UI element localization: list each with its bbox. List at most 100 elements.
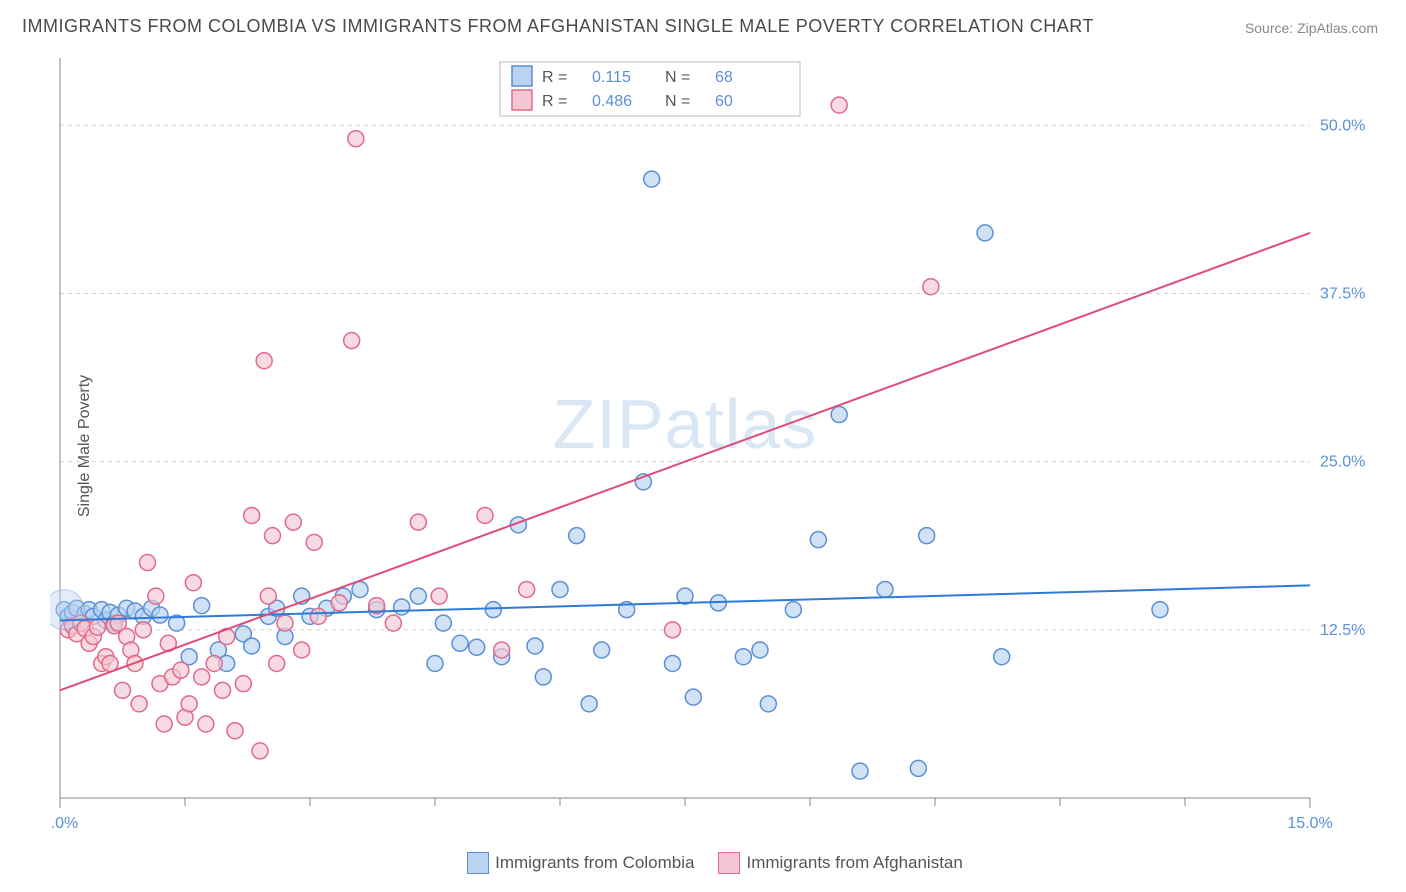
data-point (923, 279, 939, 295)
legend-r-value: 0.115 (592, 69, 631, 86)
data-point (469, 639, 485, 655)
x-tick-label: 0.0% (50, 815, 78, 832)
legend-series-label: Immigrants from Colombia (495, 853, 694, 872)
bottom-legend: Immigrants from Colombia Immigrants from … (0, 852, 1406, 874)
data-point (919, 528, 935, 544)
data-point (227, 723, 243, 739)
data-point (348, 131, 364, 147)
data-point (50, 590, 84, 630)
data-point (306, 534, 322, 550)
data-point (135, 622, 151, 638)
data-point (665, 622, 681, 638)
data-point (519, 581, 535, 597)
data-point (294, 642, 310, 658)
data-point (244, 638, 260, 654)
legend-n-value: 68 (715, 69, 733, 86)
data-point (269, 655, 285, 671)
y-tick-label: 25.0% (1320, 454, 1365, 471)
data-point (394, 599, 410, 615)
data-point (427, 655, 443, 671)
data-point (452, 635, 468, 651)
data-point (194, 669, 210, 685)
data-point (594, 642, 610, 658)
legend-r-label: R = (542, 93, 567, 110)
data-point (977, 225, 993, 241)
data-point (435, 615, 451, 631)
data-point (910, 760, 926, 776)
source-name: ZipAtlas.com (1297, 20, 1378, 36)
data-point (552, 581, 568, 597)
data-point (331, 595, 347, 611)
legend-swatch (512, 90, 532, 110)
data-point (206, 655, 222, 671)
data-point (410, 588, 426, 604)
data-point (194, 598, 210, 614)
legend-series-label: Immigrants from Afghanistan (746, 853, 962, 872)
data-point (265, 528, 281, 544)
data-point (994, 649, 1010, 665)
data-point (494, 642, 510, 658)
data-point (215, 682, 231, 698)
data-point (735, 649, 751, 665)
data-point (156, 716, 172, 732)
legend-swatch (467, 852, 489, 874)
data-point (785, 602, 801, 618)
data-point (277, 615, 293, 631)
data-point (477, 507, 493, 523)
data-point (431, 588, 447, 604)
watermark: ZIPatlas (553, 385, 818, 463)
y-tick-label: 50.0% (1320, 117, 1365, 134)
data-point (185, 575, 201, 591)
data-point (256, 353, 272, 369)
source-prefix: Source: (1245, 20, 1297, 36)
data-point (115, 682, 131, 698)
data-point (344, 333, 360, 349)
data-point (90, 619, 106, 635)
y-tick-label: 12.5% (1320, 622, 1365, 639)
data-point (581, 696, 597, 712)
data-point (685, 689, 701, 705)
data-point (385, 615, 401, 631)
data-point (760, 696, 776, 712)
data-point (244, 507, 260, 523)
source-attribution: Source: ZipAtlas.com (1245, 20, 1378, 36)
data-point (173, 662, 189, 678)
legend-swatch (718, 852, 740, 874)
legend-r-value: 0.486 (592, 93, 632, 110)
data-point (831, 407, 847, 423)
legend-r-label: R = (542, 69, 567, 86)
data-point (569, 528, 585, 544)
data-point (752, 642, 768, 658)
legend-n-label: N = (665, 93, 690, 110)
legend-n-label: N = (665, 69, 690, 86)
data-point (310, 608, 326, 624)
data-point (831, 97, 847, 113)
data-point (352, 581, 368, 597)
data-point (181, 696, 197, 712)
data-point (252, 743, 268, 759)
chart-area: 12.5% 25.0% 37.5% 50.0% 0.0% 15.0% ZIPatlas R =… (50, 50, 1380, 840)
data-point (410, 514, 426, 530)
data-point (140, 555, 156, 571)
x-tick-label: 15.0% (1287, 815, 1332, 832)
y-tick-label: 37.5% (1320, 285, 1365, 302)
data-point (285, 514, 301, 530)
data-point (131, 696, 147, 712)
chart-title: IMMIGRANTS FROM COLOMBIA VS IMMIGRANTS F… (22, 16, 1094, 37)
data-point (485, 602, 501, 618)
data-point (665, 655, 681, 671)
data-point (148, 588, 164, 604)
data-point (152, 607, 168, 623)
scatter-chart-svg: 12.5% 25.0% 37.5% 50.0% 0.0% 15.0% ZIPatlas R =… (50, 50, 1380, 840)
data-point (852, 763, 868, 779)
legend-n-value: 60 (715, 93, 733, 110)
data-point (1152, 602, 1168, 618)
data-point (644, 171, 660, 187)
data-point (260, 588, 276, 604)
data-point (198, 716, 214, 732)
data-point (235, 676, 251, 692)
data-point (877, 581, 893, 597)
data-point (535, 669, 551, 685)
data-point (810, 532, 826, 548)
legend-swatch (512, 66, 532, 86)
